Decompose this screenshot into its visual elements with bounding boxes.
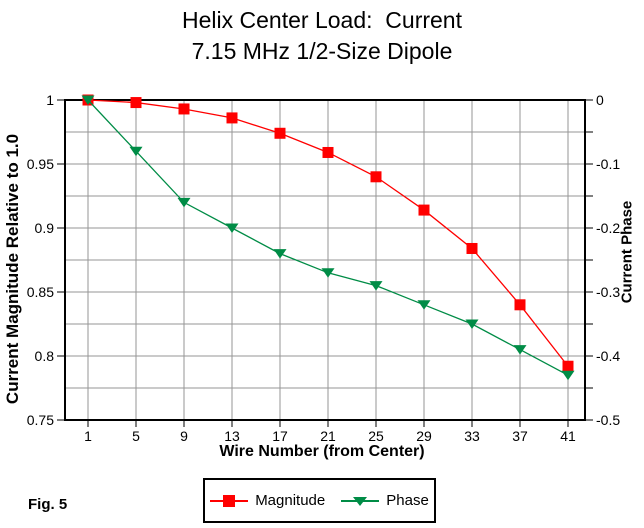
x-tick-label: 41	[560, 428, 576, 444]
phase-marker	[417, 300, 431, 310]
phase-swatch	[341, 494, 380, 508]
x-tick-label: 37	[512, 428, 528, 444]
magnitude-marker	[514, 299, 526, 311]
magnitude-marker	[130, 97, 142, 109]
magnitude-swatch	[210, 494, 249, 508]
y-axis-title-right: Current Phase	[618, 200, 636, 304]
y-tick-label-left: 0.85	[27, 284, 54, 300]
y-tick-label-left: 0.9	[35, 220, 55, 236]
y-tick-label-left: 0.95	[27, 156, 54, 172]
y-tick-label-right: -0.5	[596, 412, 620, 428]
phase-triangle-icon	[353, 496, 368, 506]
x-tick-label: 21	[320, 428, 336, 444]
x-tick-label: 9	[180, 428, 188, 444]
y-tick-label-left: 0.8	[35, 348, 55, 364]
phase-marker	[225, 223, 239, 233]
legend-item-magnitude: Magnitude	[210, 492, 325, 509]
legend-label-magnitude: Magnitude	[255, 492, 326, 509]
phase-marker	[561, 370, 575, 381]
phase-marker	[321, 268, 335, 278]
x-tick-label: 13	[224, 428, 240, 444]
legend: Magnitude Phase	[203, 478, 436, 523]
legend-item-phase: Phase	[341, 492, 429, 509]
phase-marker	[369, 281, 383, 291]
magnitude-marker	[178, 103, 190, 115]
y-tick-label-right: -0.3	[596, 284, 620, 300]
magnitude-marker	[274, 127, 286, 139]
phase-marker	[129, 146, 143, 157]
y-tick-label-right: -0.1	[596, 156, 620, 172]
x-tick-label: 1	[84, 428, 92, 444]
phase-marker	[513, 345, 527, 355]
phase-marker	[81, 95, 95, 105]
magnitude-marker	[370, 171, 382, 183]
x-tick-label: 29	[416, 428, 432, 444]
x-axis-title: Wire Number (from Center)	[219, 443, 425, 460]
chart-title-line1: Helix Center Load: Current	[182, 7, 462, 33]
y-axis-title-left: Current Magnitude Relative to 1.0	[3, 133, 22, 405]
y-tick-label-right: 0	[596, 92, 604, 108]
phase-marker	[465, 319, 479, 329]
y-tick-label-right: -0.2	[596, 220, 620, 236]
phase-marker	[177, 197, 191, 208]
magnitude-marker	[322, 146, 334, 158]
x-tick-label: 25	[368, 428, 384, 444]
y-tick-label-left: 1	[46, 92, 54, 108]
x-tick-label: 5	[132, 428, 140, 444]
magnitude-marker	[418, 204, 430, 216]
magnitude-square-icon	[223, 494, 236, 507]
figure-label: Fig. 5	[28, 496, 68, 513]
magnitude-marker	[562, 360, 574, 372]
y-tick-label-right: -0.4	[596, 348, 620, 364]
legend-label-phase: Phase	[386, 492, 429, 509]
phase-marker	[273, 249, 287, 259]
x-tick-label: 33	[464, 428, 480, 444]
magnitude-marker	[466, 242, 478, 254]
y-tick-label-left: 0.75	[27, 412, 54, 428]
x-tick-label: 17	[272, 428, 288, 444]
chart-title-line2: 7.15 MHz 1/2-Size Dipole	[191, 38, 453, 64]
magnitude-marker	[226, 112, 238, 124]
